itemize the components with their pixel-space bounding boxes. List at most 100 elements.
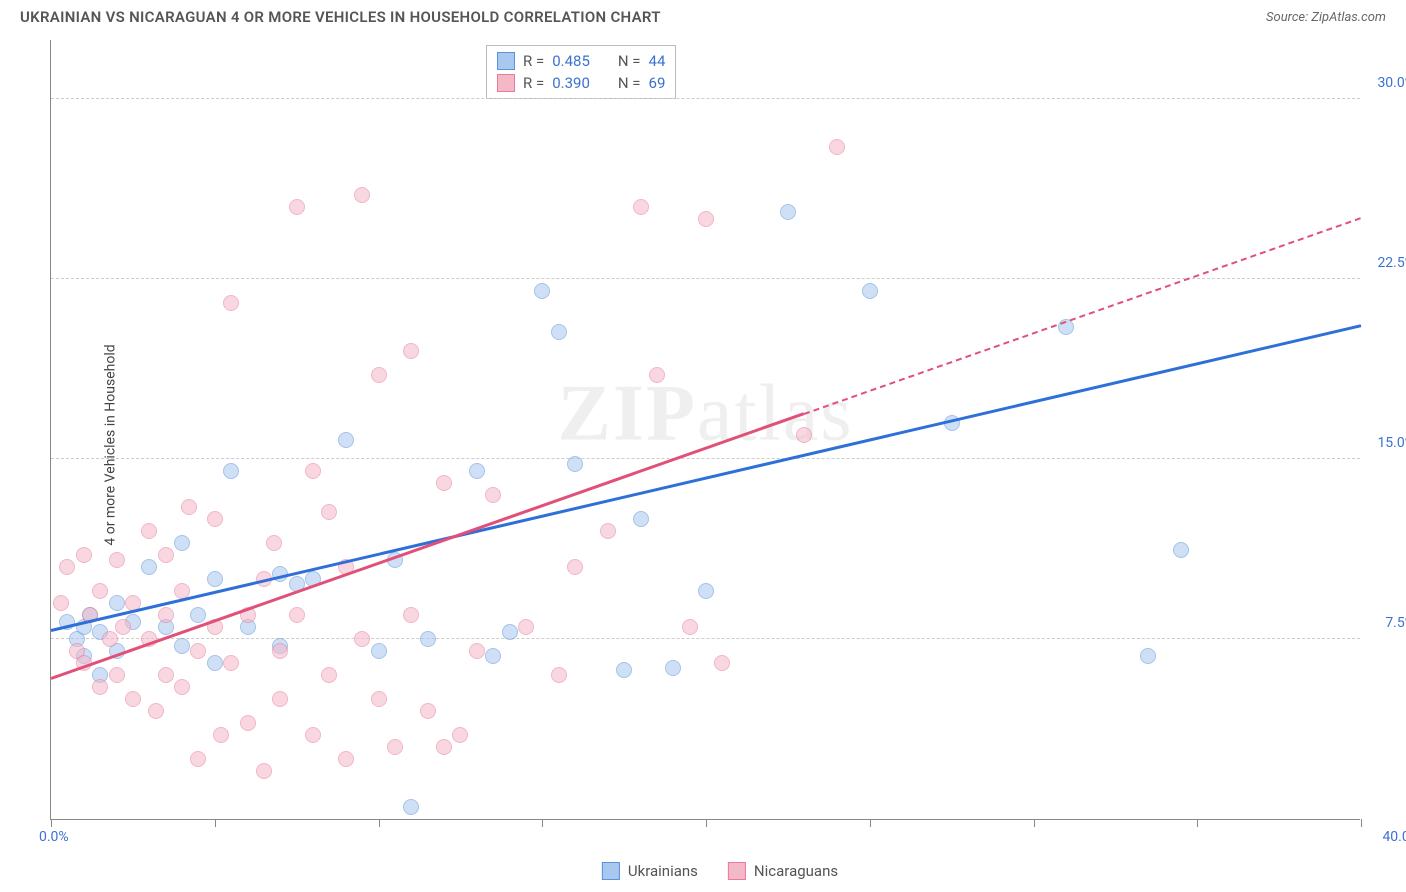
data-point bbox=[174, 638, 190, 654]
data-point bbox=[534, 283, 550, 299]
stat-n-value: 69 bbox=[649, 74, 666, 92]
data-point bbox=[125, 691, 141, 707]
data-point bbox=[371, 691, 387, 707]
data-point bbox=[469, 463, 485, 479]
data-point bbox=[338, 432, 354, 448]
data-point bbox=[256, 763, 272, 779]
data-point bbox=[403, 607, 419, 623]
data-point bbox=[190, 751, 206, 767]
data-point bbox=[59, 559, 75, 575]
data-point bbox=[551, 667, 567, 683]
data-point bbox=[1140, 648, 1156, 664]
y-tick-label: 7.5% bbox=[1385, 615, 1406, 631]
data-point bbox=[272, 691, 288, 707]
data-point bbox=[567, 559, 583, 575]
data-point bbox=[321, 504, 337, 520]
data-point bbox=[305, 727, 321, 743]
swatch-icon bbox=[602, 862, 620, 880]
data-point bbox=[223, 463, 239, 479]
data-point bbox=[485, 648, 501, 664]
chart-title: UKRAINIAN VS NICARAGUAN 4 OR MORE VEHICL… bbox=[20, 8, 661, 26]
data-point bbox=[502, 624, 518, 640]
data-point bbox=[780, 204, 796, 220]
data-point bbox=[141, 559, 157, 575]
x-tick bbox=[706, 819, 707, 827]
data-point bbox=[420, 631, 436, 647]
stat-r-value: 0.485 bbox=[552, 52, 590, 70]
data-point bbox=[158, 607, 174, 623]
data-point bbox=[305, 463, 321, 479]
data-point bbox=[141, 523, 157, 539]
swatch-icon bbox=[728, 862, 746, 880]
data-point bbox=[223, 295, 239, 311]
data-point bbox=[223, 655, 239, 671]
stat-n-value: 44 bbox=[649, 52, 666, 70]
swatch-icon bbox=[497, 52, 515, 70]
legend-label: Ukrainians bbox=[628, 862, 698, 880]
gridline bbox=[51, 638, 1360, 639]
stat-r-label: R = bbox=[523, 74, 544, 92]
data-point bbox=[102, 631, 118, 647]
data-point bbox=[600, 523, 616, 539]
x-axis-min-label: 0.0% bbox=[39, 829, 69, 845]
data-point bbox=[403, 799, 419, 815]
data-point bbox=[190, 643, 206, 659]
x-tick bbox=[542, 819, 543, 827]
x-axis-max-label: 40.0% bbox=[1382, 829, 1406, 845]
data-point bbox=[207, 571, 223, 587]
data-point bbox=[190, 607, 206, 623]
legend-label: Nicaraguans bbox=[754, 862, 838, 880]
data-point bbox=[485, 487, 501, 503]
y-tick-label: 30.0% bbox=[1377, 75, 1406, 91]
x-tick bbox=[215, 819, 216, 827]
data-point bbox=[403, 343, 419, 359]
stats-legend-box: R =0.485N =44R =0.390N =69 bbox=[486, 45, 676, 99]
data-point bbox=[452, 727, 468, 743]
data-point bbox=[354, 187, 370, 203]
data-point bbox=[272, 643, 288, 659]
data-point bbox=[649, 367, 665, 383]
stats-row: R =0.485N =44 bbox=[497, 50, 665, 72]
data-point bbox=[240, 715, 256, 731]
data-point bbox=[92, 679, 108, 695]
data-point bbox=[76, 547, 92, 563]
data-point bbox=[698, 211, 714, 227]
stat-n-label: N = bbox=[618, 52, 641, 70]
data-point bbox=[289, 607, 305, 623]
x-tick bbox=[1361, 819, 1362, 827]
data-point bbox=[266, 535, 282, 551]
data-point bbox=[633, 511, 649, 527]
data-point bbox=[371, 367, 387, 383]
data-point bbox=[109, 552, 125, 568]
data-point bbox=[862, 283, 878, 299]
data-point bbox=[338, 751, 354, 767]
trend-line bbox=[804, 217, 1361, 415]
data-point bbox=[698, 583, 714, 599]
data-point bbox=[469, 643, 485, 659]
series-legend: Ukrainians Nicaraguans bbox=[602, 862, 838, 880]
data-point bbox=[92, 583, 108, 599]
plot-area: ZIPatlas R =0.485N =44R =0.390N =69 0.0%… bbox=[50, 40, 1360, 820]
data-point bbox=[436, 475, 452, 491]
data-point bbox=[354, 631, 370, 647]
data-point bbox=[665, 660, 681, 676]
source-label: Source: ZipAtlas.com bbox=[1266, 10, 1386, 25]
data-point bbox=[616, 662, 632, 678]
y-tick-label: 15.0% bbox=[1377, 435, 1406, 451]
x-tick bbox=[870, 819, 871, 827]
data-point bbox=[714, 655, 730, 671]
stat-n-label: N = bbox=[618, 74, 641, 92]
data-point bbox=[158, 667, 174, 683]
x-tick bbox=[1197, 819, 1198, 827]
data-point bbox=[53, 595, 69, 611]
swatch-icon bbox=[497, 74, 515, 92]
legend-item: Nicaraguans bbox=[728, 862, 838, 880]
data-point bbox=[796, 427, 812, 443]
data-point bbox=[1173, 542, 1189, 558]
stat-r-value: 0.390 bbox=[552, 74, 590, 92]
gridline bbox=[51, 278, 1360, 279]
gridline bbox=[51, 98, 1360, 99]
x-tick bbox=[51, 819, 52, 827]
x-tick bbox=[1034, 819, 1035, 827]
chart-container: 4 or more Vehicles in Household ZIPatlas… bbox=[50, 40, 1390, 850]
